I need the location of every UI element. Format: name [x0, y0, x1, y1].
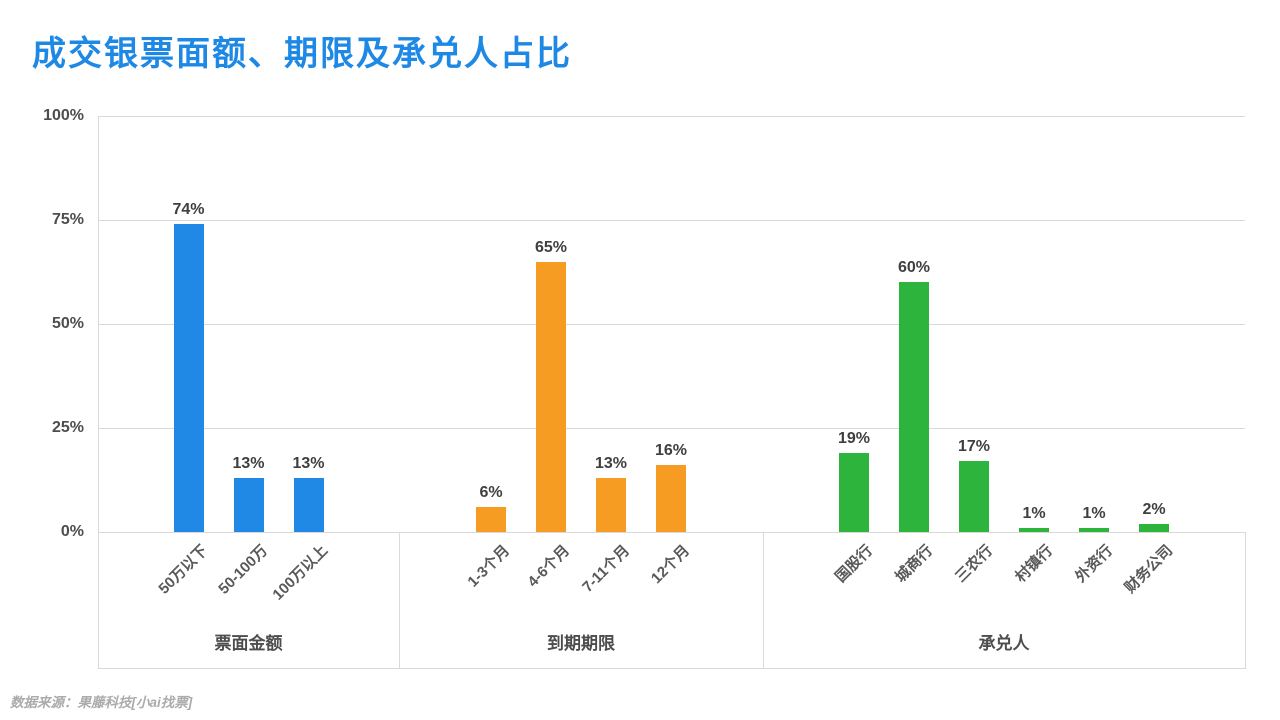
bar [899, 282, 929, 532]
category-label: 三农行 [952, 542, 997, 586]
bar-value-label: 1% [1082, 504, 1106, 522]
category-label: 12个月 [647, 542, 694, 588]
bar [1079, 527, 1109, 532]
category-label: 国股行 [832, 542, 877, 586]
category-label: 100万以上 [268, 542, 331, 604]
category-label: 50-100万 [214, 542, 271, 598]
gridline [98, 324, 1245, 325]
category-label: 外资行 [1072, 542, 1117, 586]
group-label: 到期期限 [547, 634, 615, 653]
bar [173, 224, 204, 532]
bar [1139, 523, 1169, 532]
y-axis-tick-label: 25% [51, 419, 84, 436]
bar [536, 261, 566, 532]
bar-value-label: 2% [1142, 500, 1166, 518]
bar-value-label: 13% [292, 454, 325, 472]
bar-value-label: 65% [534, 238, 568, 256]
bar [476, 507, 506, 532]
category-label: 城商行 [892, 542, 937, 586]
group-label: 票面金额 [214, 634, 283, 653]
y-axis-tick-label: 50% [51, 315, 84, 332]
data-source-note: 数据来源：果藤科技[小ai找票] [10, 695, 193, 710]
chart-title: 成交银票面额、期限及承兑人占比 [32, 35, 572, 73]
category-label: 4-6个月 [524, 542, 574, 591]
bar-value-label: 13% [232, 454, 265, 472]
bar [959, 461, 989, 532]
bar-value-label: 74% [172, 201, 205, 219]
bar-value-label: 60% [897, 259, 931, 277]
bar [656, 465, 686, 532]
bar-value-label: 17% [957, 438, 991, 456]
category-label: 50万以下 [154, 542, 211, 598]
category-label: 村镇行 [1012, 542, 1057, 586]
gridline [98, 532, 1245, 533]
y-axis-tick-label: 100% [43, 107, 84, 124]
bar [233, 477, 264, 532]
bar [839, 452, 869, 532]
y-axis-tick-label: 75% [51, 211, 84, 228]
category-label: 1-3个月 [464, 542, 514, 591]
bar-value-label: 1% [1022, 504, 1046, 522]
bar-value-label: 13% [594, 454, 628, 472]
group-divider [399, 532, 400, 668]
y-axis-line [98, 116, 99, 668]
bar-value-label: 6% [479, 484, 503, 502]
bar-value-label: 19% [837, 429, 871, 447]
gridline [98, 220, 1245, 221]
y-axis-tick-label: 0% [60, 523, 84, 540]
category-label: 财务公司 [1121, 542, 1177, 597]
gridline [98, 116, 1245, 117]
bar [596, 477, 626, 532]
group-divider [763, 532, 764, 668]
bar-value-label: 16% [654, 442, 688, 460]
category-area-bottom-border [98, 668, 1246, 669]
bar [293, 477, 324, 532]
category-area-right-border [1245, 532, 1246, 668]
group-label: 承兑人 [978, 634, 1030, 653]
bar [1019, 527, 1049, 532]
gridline [98, 428, 1245, 429]
category-label: 7-11个月 [579, 542, 634, 596]
